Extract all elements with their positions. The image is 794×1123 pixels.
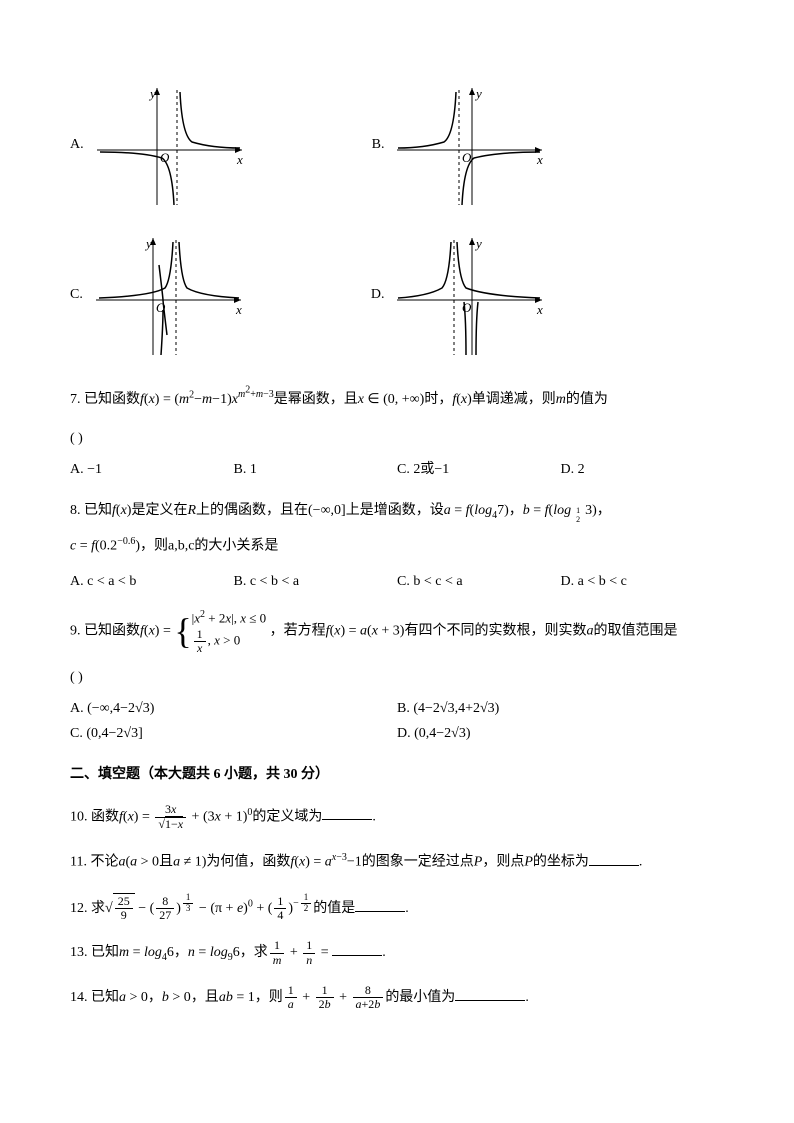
- q8-t1: 8. 已知: [70, 503, 112, 518]
- q9-opt-d: D. (0,4−2√3): [397, 721, 724, 746]
- q9-opt-b: B. (4−2√3,4+2√3): [397, 696, 724, 721]
- graph-row-1: A. y x O B. y x: [70, 80, 724, 210]
- q8-t3: 上的偶函数，且在: [196, 503, 308, 518]
- q13-mid: ，求: [240, 945, 268, 960]
- q9-opt-c: C. (0,4−2√3]: [70, 721, 397, 746]
- q8-opt-d: D. a < b < c: [561, 569, 725, 594]
- question-10: 10. 函数f(x) = 3x√1−x + (3x + 1)0的定义域为.: [70, 802, 724, 833]
- q12-pre: 12. 求: [70, 901, 105, 916]
- q12-post: 的值是: [313, 901, 355, 916]
- q13-eq: =: [317, 945, 332, 960]
- svg-text:O: O: [462, 300, 472, 315]
- q14-pre: 14. 已知: [70, 990, 119, 1005]
- graph-row-2: C. y x O D.: [70, 230, 724, 360]
- question-7: 7. 已知函数f(x) = (m2−m−1)xm2+m−3是幂函数，且x ∈ (…: [70, 380, 724, 416]
- q11-blank: [589, 852, 639, 866]
- q7-mid2: 时，: [424, 392, 452, 407]
- svg-text:y: y: [474, 86, 482, 101]
- q8-t2: 是定义在: [131, 503, 187, 518]
- q7-mid: 是幂函数，且: [274, 392, 358, 407]
- graph-option-d: D. y x O: [371, 230, 553, 360]
- q7-end: 的值为: [566, 392, 608, 407]
- q8-options: A. c < a < b B. c < b < a C. b < c < a D…: [70, 569, 724, 594]
- q7-opt-b: B. 1: [234, 457, 398, 482]
- graph-option-a: A. y x O: [70, 80, 252, 210]
- svg-text:y: y: [148, 86, 156, 101]
- q9-t1: 9. 已知函数: [70, 624, 140, 639]
- q8-opt-b: B. c < b < a: [234, 569, 398, 594]
- q13-end: .: [382, 945, 386, 960]
- graph-label-b: B.: [372, 132, 385, 157]
- graph-c-svg: y x O: [91, 230, 251, 360]
- svg-text:y: y: [474, 236, 482, 251]
- graph-label-a: A.: [70, 132, 84, 157]
- graph-b-svg: y x O: [392, 80, 552, 210]
- q11-dot: .: [639, 855, 643, 870]
- question-9: 9. 已知函数f(x) = { |x2 + 2x|, x ≤ 0 1x, x >…: [70, 608, 724, 655]
- q9-t2: ，若方程: [270, 624, 326, 639]
- q7-opt-d: D. 2: [561, 457, 725, 482]
- graph-option-b: B. y x O: [372, 80, 553, 210]
- q11-mid2: 的图象一定经过点: [362, 855, 474, 870]
- q10-end: .: [372, 809, 376, 824]
- q7-opt-a: A. −1: [70, 457, 234, 482]
- graph-option-c: C. y x O: [70, 230, 251, 360]
- q14-mid1: ，且: [191, 990, 219, 1005]
- q14-end: .: [525, 990, 529, 1005]
- question-12: 12. 求√259 − (827)13 − (π + e)0 + (14)−12…: [70, 893, 724, 925]
- question-14: 14. 已知a > 0，b > 0，且ab = 1，则1a + 12b + 8a…: [70, 983, 724, 1014]
- q13-pre: 13. 已知: [70, 945, 119, 960]
- svg-text:x: x: [235, 302, 242, 317]
- q14-mid2: ，则: [255, 990, 283, 1005]
- graph-label-c: C.: [70, 282, 83, 307]
- q11-pre: 11. 不论: [70, 855, 118, 870]
- q8-opt-c: C. b < c < a: [397, 569, 561, 594]
- q14-blank: [455, 987, 525, 1001]
- q8-tail: ，则a,b,c的大小关系是: [140, 539, 278, 554]
- svg-text:O: O: [160, 150, 170, 165]
- q8-t4: 上是增函数，设: [346, 503, 444, 518]
- q8-line2: c = f(0.2−0.6)，则a,b,c的大小关系是: [70, 533, 724, 559]
- q7-paren: ( ): [70, 426, 724, 451]
- q11-post: ，则点: [482, 855, 524, 870]
- svg-text:O: O: [156, 300, 166, 315]
- q13-blank: [332, 942, 382, 956]
- section-2-title: 二、填空题（本大题共 6 小题，共 30 分）: [70, 762, 724, 787]
- q9-t3: 有四个不同的实数根，则实数: [404, 624, 586, 639]
- q10-post: 的定义域为: [252, 809, 322, 824]
- q11-mid: 为何值，函数: [206, 855, 290, 870]
- svg-text:x: x: [536, 302, 543, 317]
- question-8: 8. 已知f(x)是定义在R上的偶函数，且在(−∞,0]上是增函数，设a = f…: [70, 496, 724, 527]
- graph-label-d: D.: [371, 282, 385, 307]
- svg-text:y: y: [144, 236, 152, 251]
- q11-end: 的坐标为: [533, 855, 589, 870]
- q14-post: 的最小值为: [385, 990, 455, 1005]
- q7-pre: 7. 已知函数: [70, 392, 140, 407]
- q9-paren: ( ): [70, 665, 724, 690]
- svg-text:x: x: [236, 152, 243, 167]
- graph-a-svg: y x O: [92, 80, 252, 210]
- graph-d-svg: y x O: [392, 230, 552, 360]
- q10-blank: [322, 806, 372, 820]
- q10-pre: 10. 函数: [70, 809, 119, 824]
- q9-t4: 的取值范围是: [593, 624, 677, 639]
- q12-blank: [355, 898, 405, 912]
- q9-opt-a: A. (−∞,4−2√3): [70, 696, 397, 721]
- q8-opt-a: A. c < a < b: [70, 569, 234, 594]
- q7-options: A. −1 B. 1 C. 2或−1 D. 2: [70, 457, 724, 482]
- question-13: 13. 已知m = log46，n = log96，求1m + 1n = .: [70, 938, 724, 969]
- q12-end: .: [405, 901, 409, 916]
- svg-text:x: x: [536, 152, 543, 167]
- q7-post: 单调递减，则: [472, 392, 556, 407]
- question-11: 11. 不论a(a > 0且a ≠ 1)为何值，函数f(x) = ax−3−1的…: [70, 847, 724, 878]
- svg-text:O: O: [462, 150, 472, 165]
- q9-options: A. (−∞,4−2√3) B. (4−2√3,4+2√3) C. (0,4−2…: [70, 696, 724, 746]
- q7-opt-c: C. 2或−1: [397, 457, 561, 482]
